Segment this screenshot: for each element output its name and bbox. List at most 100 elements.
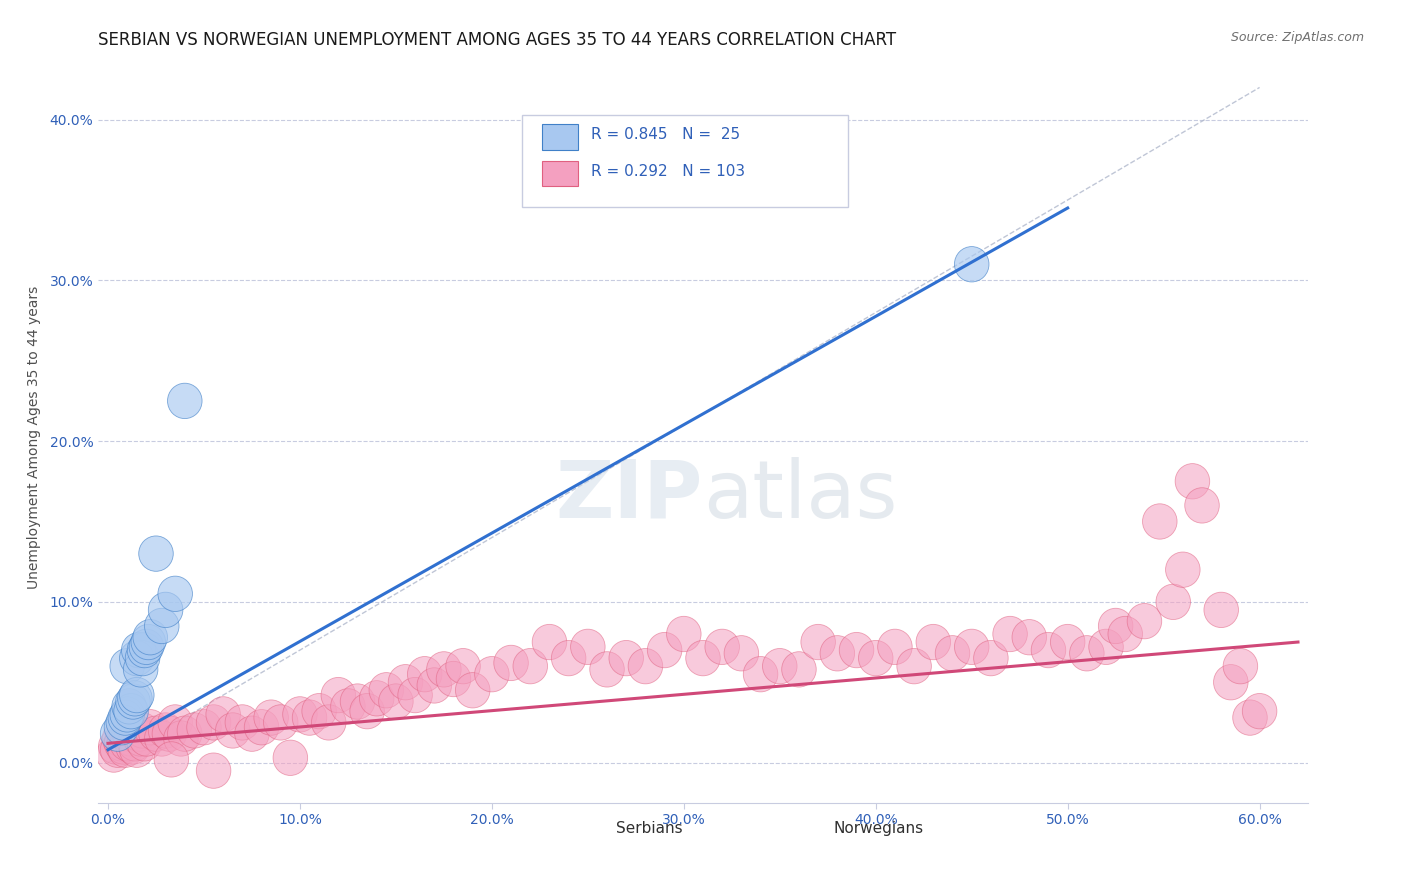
Ellipse shape	[609, 640, 644, 676]
Ellipse shape	[98, 729, 134, 764]
Text: atlas: atlas	[703, 457, 897, 534]
Ellipse shape	[134, 620, 167, 655]
Ellipse shape	[955, 629, 988, 665]
Ellipse shape	[254, 700, 288, 735]
Ellipse shape	[103, 721, 136, 756]
Ellipse shape	[494, 645, 529, 681]
Ellipse shape	[839, 632, 873, 668]
Ellipse shape	[134, 709, 167, 745]
Ellipse shape	[225, 705, 260, 740]
Ellipse shape	[273, 740, 308, 775]
Ellipse shape	[129, 629, 163, 665]
Ellipse shape	[973, 640, 1008, 676]
Ellipse shape	[1031, 632, 1066, 668]
Ellipse shape	[589, 652, 624, 687]
Ellipse shape	[993, 616, 1028, 652]
Ellipse shape	[408, 657, 441, 692]
Ellipse shape	[426, 652, 461, 687]
Ellipse shape	[205, 697, 240, 732]
Ellipse shape	[100, 732, 135, 767]
Ellipse shape	[124, 652, 157, 687]
Ellipse shape	[139, 716, 173, 751]
Ellipse shape	[105, 705, 141, 740]
FancyBboxPatch shape	[569, 817, 603, 839]
Ellipse shape	[145, 721, 179, 756]
Ellipse shape	[124, 721, 157, 756]
Ellipse shape	[110, 697, 145, 732]
Ellipse shape	[666, 616, 702, 652]
FancyBboxPatch shape	[543, 161, 578, 186]
Ellipse shape	[1233, 700, 1267, 735]
Ellipse shape	[418, 668, 451, 703]
Ellipse shape	[114, 693, 148, 729]
Text: R = 0.845   N =  25: R = 0.845 N = 25	[591, 128, 740, 143]
Ellipse shape	[398, 677, 433, 713]
Ellipse shape	[436, 661, 471, 697]
Ellipse shape	[121, 716, 156, 751]
Ellipse shape	[177, 713, 212, 748]
Ellipse shape	[120, 677, 155, 713]
Ellipse shape	[155, 742, 188, 777]
Ellipse shape	[120, 640, 155, 676]
FancyBboxPatch shape	[787, 817, 821, 839]
Ellipse shape	[121, 632, 156, 668]
Ellipse shape	[245, 709, 278, 745]
Ellipse shape	[533, 624, 567, 660]
Ellipse shape	[148, 713, 183, 748]
Ellipse shape	[330, 689, 366, 724]
Y-axis label: Unemployment Among Ages 35 to 44 years: Unemployment Among Ages 35 to 44 years	[27, 285, 41, 589]
Ellipse shape	[283, 697, 318, 732]
Ellipse shape	[1243, 693, 1277, 729]
Text: Norwegians: Norwegians	[834, 821, 924, 836]
Ellipse shape	[1185, 488, 1219, 523]
Ellipse shape	[118, 681, 152, 716]
Ellipse shape	[152, 716, 187, 751]
Text: Source: ZipAtlas.com: Source: ZipAtlas.com	[1230, 31, 1364, 45]
Ellipse shape	[571, 629, 605, 665]
Ellipse shape	[127, 632, 162, 668]
Text: SERBIAN VS NORWEGIAN UNEMPLOYMENT AMONG AGES 35 TO 44 YEARS CORRELATION CHART: SERBIAN VS NORWEGIAN UNEMPLOYMENT AMONG …	[98, 31, 897, 49]
Ellipse shape	[125, 640, 160, 676]
Ellipse shape	[628, 648, 662, 684]
Ellipse shape	[378, 684, 413, 719]
Ellipse shape	[1143, 504, 1177, 539]
Ellipse shape	[647, 632, 682, 668]
Ellipse shape	[551, 640, 586, 676]
Ellipse shape	[744, 657, 778, 692]
Ellipse shape	[197, 753, 231, 789]
Ellipse shape	[118, 725, 152, 761]
Ellipse shape	[1156, 584, 1191, 620]
Ellipse shape	[131, 624, 166, 660]
Ellipse shape	[360, 681, 394, 716]
Ellipse shape	[104, 725, 139, 761]
Ellipse shape	[782, 652, 817, 687]
Ellipse shape	[859, 640, 893, 676]
Ellipse shape	[446, 648, 481, 684]
Ellipse shape	[917, 624, 950, 660]
Text: ZIP: ZIP	[555, 457, 703, 534]
Ellipse shape	[312, 705, 346, 740]
Ellipse shape	[1128, 604, 1161, 639]
Ellipse shape	[139, 536, 173, 571]
Ellipse shape	[115, 729, 150, 764]
Ellipse shape	[197, 705, 231, 740]
Text: R = 0.292   N = 103: R = 0.292 N = 103	[591, 164, 745, 179]
Ellipse shape	[108, 732, 142, 767]
Ellipse shape	[127, 725, 162, 761]
Ellipse shape	[105, 729, 141, 764]
Text: Serbians: Serbians	[616, 821, 682, 836]
Ellipse shape	[125, 713, 160, 748]
Ellipse shape	[1213, 665, 1249, 700]
Ellipse shape	[368, 673, 404, 708]
Ellipse shape	[302, 693, 336, 729]
Ellipse shape	[456, 673, 489, 708]
Ellipse shape	[187, 709, 221, 745]
Ellipse shape	[820, 636, 855, 671]
Ellipse shape	[145, 608, 179, 644]
Ellipse shape	[350, 693, 384, 729]
Ellipse shape	[110, 725, 145, 761]
Ellipse shape	[955, 246, 988, 282]
Ellipse shape	[167, 716, 202, 751]
Ellipse shape	[513, 648, 547, 684]
Ellipse shape	[108, 700, 142, 735]
